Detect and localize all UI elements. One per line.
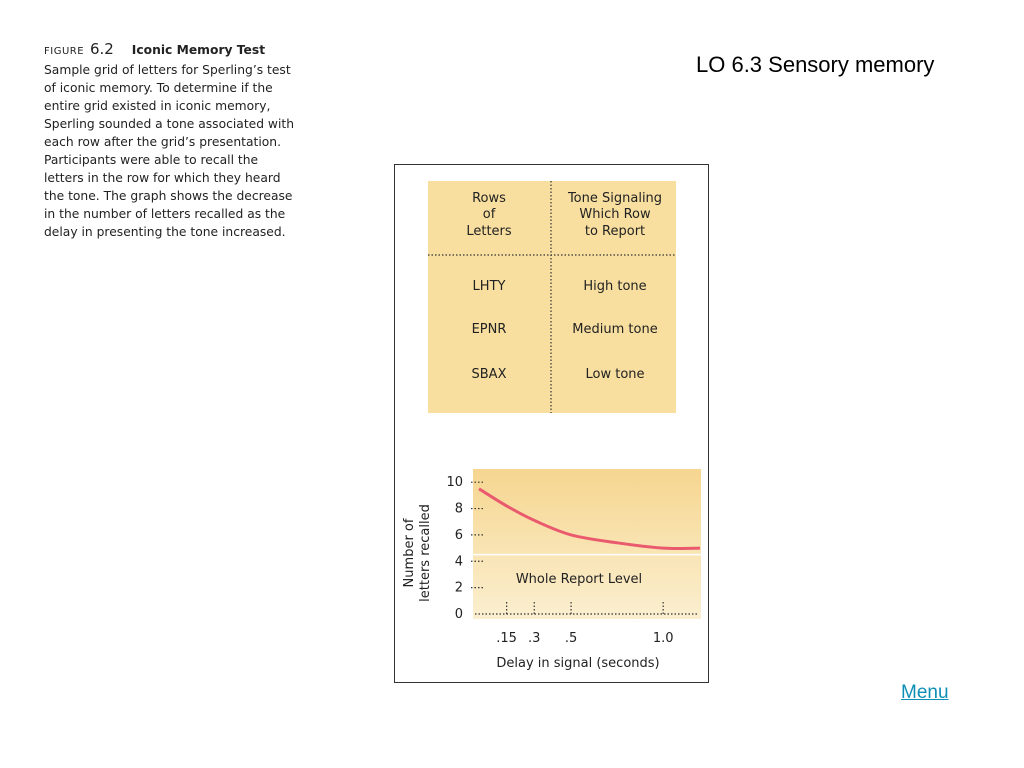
table-background: [428, 181, 676, 413]
y-axis-label: letters recalled: [418, 504, 433, 602]
y-tick-label: 2: [455, 581, 463, 596]
y-tick-label: 8: [455, 502, 463, 517]
y-tick-label: 10: [446, 475, 463, 490]
figure-number: 6.2: [89, 40, 114, 58]
recall-curve: [478, 487, 701, 550]
slide-title: LO 6.3 Sensory memory: [696, 52, 935, 77]
figure-caption-line: entire grid existed in iconic memory,: [44, 99, 271, 113]
figure-caption-line: of iconic memory. To determine if the: [44, 81, 273, 95]
table-header-right-line: Which Row: [579, 207, 651, 222]
plot-area: [473, 469, 701, 619]
figure-title: Iconic Memory Test: [131, 43, 266, 57]
chart-marks: 0 2 4 6 8 10 .15 .3 .5 1.0: [446, 475, 701, 646]
figure-panel: Rows of Letters Tone Signaling Which Row…: [394, 164, 709, 683]
figure-caption-line: each row after the grid’s presentation.: [44, 135, 281, 149]
recall-chart: 0 2 4 6 8 10 .15 .3 .5 1.0 Whole Report Level Num…: [402, 469, 701, 671]
figure-caption-line: in the number of letters recalled as the: [44, 207, 286, 221]
table-header-right-line: to Report: [585, 224, 645, 239]
figure-caption-heading: FIGURE 6.2 Iconic Memory Test: [44, 40, 334, 61]
x-tick-label: .3: [528, 631, 540, 646]
table-header-left-line: Rows: [472, 191, 506, 206]
x-tick-label: .15: [496, 631, 517, 646]
table-header-right-line: Tone Signaling: [567, 191, 662, 206]
x-tick-label: 1.0: [653, 631, 674, 646]
y-tick-label: 6: [455, 528, 463, 543]
table-header-left-line: of: [483, 207, 496, 222]
figure-caption-line: letters in the row for which they heard: [44, 171, 281, 185]
table-row-letters: EPNR: [472, 322, 507, 337]
figure-caption-line: delay in presenting the tone increased.: [44, 225, 286, 239]
table-row-letters: SBAX: [472, 367, 507, 382]
figure-caption-line: Participants were able to recall the: [44, 153, 259, 167]
figure-caption-line: the tone. The graph shows the decrease: [44, 189, 293, 203]
figure-caption-line: Sample grid of letters for Sperling’s te…: [44, 63, 291, 77]
table-row-tone: Low tone: [585, 367, 644, 382]
x-tick-label: .5: [565, 631, 577, 646]
y-tick-label: 4: [455, 554, 463, 569]
figure-svg: Rows of Letters Tone Signaling Which Row…: [402, 181, 701, 671]
table-row-tone: High tone: [583, 279, 646, 294]
table-row-tone: Medium tone: [572, 322, 657, 337]
table-row-letters: LHTY: [473, 279, 506, 294]
y-tick-label: 0: [455, 607, 463, 622]
menu-link[interactable]: Menu: [901, 682, 949, 703]
y-axis-label: Number of: [402, 518, 417, 587]
table-header-left-line: Letters: [466, 224, 512, 239]
letter-grid-table: Rows of Letters Tone Signaling Which Row…: [428, 181, 676, 413]
figure-label: FIGURE: [44, 46, 85, 57]
x-axis-label: Delay in signal (seconds): [496, 656, 659, 671]
figure-caption-line: Sperling sounded a tone associated with: [44, 117, 295, 131]
whole-report-label: Whole Report Level: [516, 572, 642, 587]
figure-caption: FIGURE 6.2 Iconic Memory Test Sample gri…: [44, 40, 334, 241]
